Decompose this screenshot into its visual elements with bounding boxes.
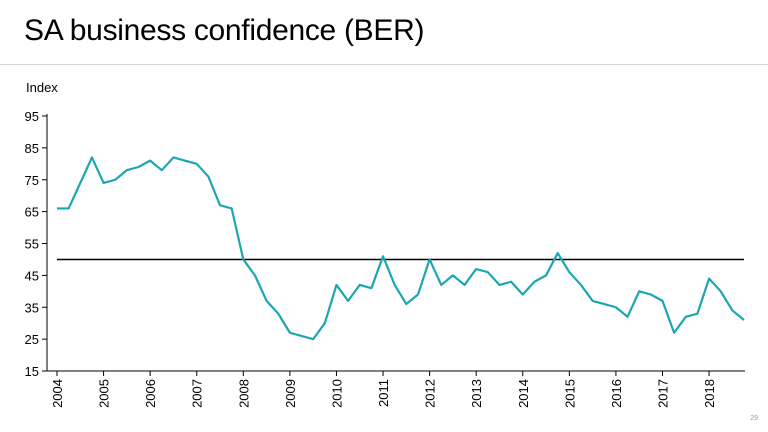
series-group (56, 156, 745, 341)
y-tick-label: 15 (25, 364, 39, 379)
x-tick-label: 2018 (702, 379, 717, 408)
y-axis-label: Index (26, 80, 58, 95)
x-tick-label: 2008 (236, 379, 251, 408)
page-number: 29 (750, 415, 758, 422)
y-tick-label: 75 (25, 173, 39, 188)
y-tick-label: 55 (25, 237, 39, 252)
x-tick-label: 2010 (329, 379, 344, 408)
x-tick-label: 2016 (609, 379, 624, 408)
chart-title: SA business confidence (BER) (24, 14, 425, 47)
y-tick-label: 35 (25, 300, 39, 315)
series-line (57, 156, 745, 341)
x-tick-label: 2006 (143, 379, 158, 408)
y-tick-label: 25 (25, 332, 39, 347)
y-tick-label: 85 (25, 141, 39, 156)
x-tick-label: 2004 (50, 379, 65, 408)
x-tick-label: 2007 (190, 379, 205, 408)
y-tick-label: 45 (25, 268, 39, 283)
x-tick-label: 2014 (516, 379, 531, 408)
x-tick-label: 2005 (97, 379, 112, 408)
x-tick-label: 2015 (562, 379, 577, 408)
y-axis: 15 25 35 45 55 65 75 85 95 (25, 109, 48, 379)
x-axis: 2004 2005 2006 2007 2008 2009 2010 2011 2012 2013… (47, 370, 745, 408)
x-tick-label: 2017 (655, 379, 670, 408)
title-divider (0, 64, 768, 65)
x-tick-label: 2011 (376, 379, 391, 407)
y-tick-label: 95 (25, 109, 39, 124)
x-tick-label: 2012 (423, 379, 438, 408)
y-tick-label: 65 (25, 205, 39, 220)
x-tick-label: 2013 (469, 379, 484, 408)
x-tick-label: 2009 (283, 379, 298, 408)
